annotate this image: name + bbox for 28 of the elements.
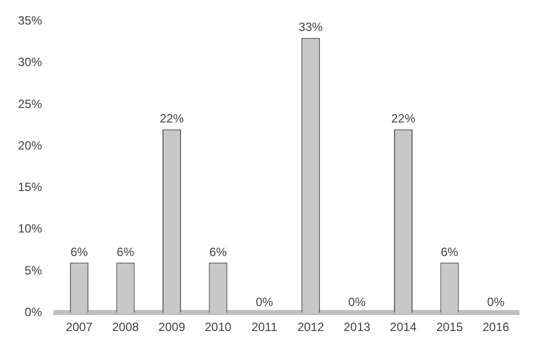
data-label: 6% [116, 244, 134, 259]
x-tick-label: 2014 [390, 320, 417, 334]
x-tick-label: 2008 [112, 320, 140, 334]
y-tick-label: 25% [18, 96, 42, 111]
y-tick-label: 0% [24, 304, 42, 319]
x-tick-label: 2016 [482, 320, 510, 334]
data-label: 33% [298, 20, 323, 34]
y-tick-label: 5% [24, 263, 42, 278]
y-tick-label: 35% [18, 14, 42, 28]
x-tick-label: 2010 [204, 320, 232, 334]
data-label: 0% [348, 294, 366, 309]
x-tick-label: 2013 [344, 320, 371, 334]
data-label: 6% [440, 244, 459, 259]
x-tick-label: 2009 [158, 320, 186, 334]
x-tick-label: 2011 [251, 320, 278, 334]
data-label: 6% [209, 244, 228, 259]
y-tick-label: 30% [18, 55, 42, 70]
data-label: 0% [487, 294, 505, 309]
data-label: 22% [391, 112, 416, 126]
y-tick-label: 15% [18, 180, 42, 194]
data-label: 22% [160, 112, 184, 126]
x-tick-label: 2007 [66, 320, 93, 334]
x-tick-label: 2012 [297, 320, 324, 334]
y-tick-label: 20% [18, 138, 42, 152]
x-tick-label: 2015 [436, 320, 464, 334]
y-tick-label: 10% [18, 222, 42, 236]
data-label: 6% [70, 244, 88, 259]
data-label: 0% [256, 294, 274, 309]
